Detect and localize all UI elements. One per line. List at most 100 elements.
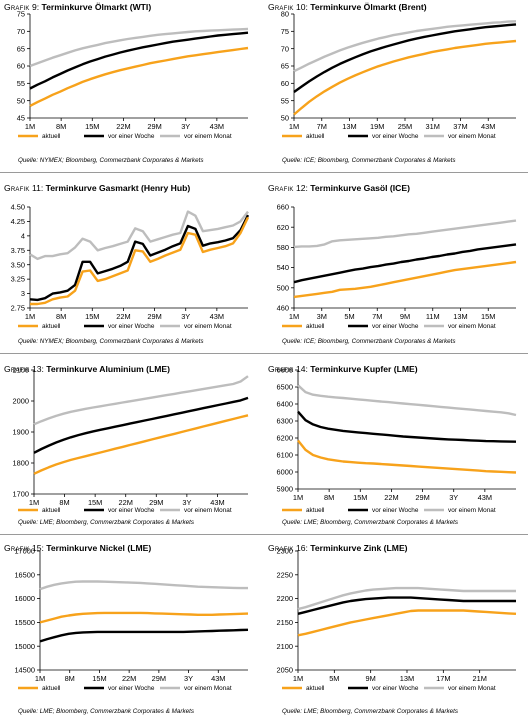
series-line [39, 580, 248, 591]
x-tick-label: 8M [59, 498, 69, 507]
x-tick-label: 43M [211, 674, 225, 683]
chart-source: Quelle: NYMEX; Bloomberg, Commerzbank Co… [18, 157, 204, 164]
y-tick-label: 16000 [14, 594, 35, 603]
series-line [297, 609, 517, 637]
legend-label: vor einer Woche [372, 323, 419, 330]
divider [0, 534, 264, 535]
x-tick-label: 1M [25, 122, 35, 131]
legend-label: vor einer Woche [372, 507, 419, 514]
legend-label: vor einem Monat [448, 323, 496, 330]
y-tick-label: 2150 [277, 618, 293, 627]
title-text: Terminkurve Ölmarkt (WTI) [41, 2, 152, 12]
y-tick-label: 80 [281, 10, 289, 19]
chart-svg: 5900 6000 6100 6200 6300 6400 6500 6600 1M 8M 15M 2… [277, 366, 517, 514]
series-line [293, 243, 517, 284]
y-tick-label: 4 [21, 231, 25, 240]
y-tick-label: 580 [277, 243, 289, 252]
y-tick-label: 4.25 [11, 217, 25, 226]
x-tick-label: 9M [400, 312, 410, 321]
x-tick-label: 3Y [182, 498, 191, 507]
chart-svg: 14500 15000 15500 16000 16500 17000 1M 8M 15M 22M… [14, 547, 249, 692]
title-number: 15: [31, 543, 44, 553]
title-prefix: Grafik [4, 2, 30, 12]
legend-label: vor einem Monat [448, 133, 496, 140]
y-tick-label: 2100 [13, 366, 29, 375]
legend-label: aktuell [306, 133, 324, 140]
legend-label: aktuell [306, 323, 324, 330]
y-tick-label: 2.75 [11, 304, 25, 313]
legend-label: vor einer Woche [108, 685, 155, 692]
series-line [29, 46, 249, 107]
legend-label: aktuell [42, 323, 60, 330]
x-tick-label: 1M [289, 122, 299, 131]
x-tick-label: 29M [147, 312, 161, 321]
title-number: 13: [31, 364, 44, 374]
x-tick-label: 1M [293, 674, 303, 683]
title-number: 14: [295, 364, 308, 374]
chart-panel-zink: Grafik 16: Terminkurve Zink (LME) 2050 21… [264, 541, 528, 721]
chart-title: Grafik 14: Terminkurve Kupfer (LME) [268, 364, 418, 374]
title-text: Terminkurve Kupfer (LME) [310, 364, 418, 374]
x-tick-label: 5M [329, 674, 339, 683]
legend-label: aktuell [42, 133, 60, 140]
legend-label: aktuell [306, 685, 324, 692]
title-prefix: Grafik [4, 183, 30, 193]
title-prefix: Grafik [4, 543, 30, 553]
title-text: Terminkurve Aluminium (LME) [46, 364, 170, 374]
series-line [33, 414, 249, 475]
x-tick-label: 13M [342, 122, 356, 131]
x-tick-label: 29M [152, 674, 166, 683]
x-tick-label: 21M [472, 674, 486, 683]
legend-label: vor einem Monat [448, 685, 496, 692]
x-tick-label: 8M [324, 493, 334, 502]
y-tick-label: 16500 [14, 570, 35, 579]
x-tick-label: 22M [116, 312, 130, 321]
series-line [293, 260, 517, 299]
title-text: Terminkurve Ölmarkt (Brent) [310, 2, 427, 12]
x-tick-label: 17M [436, 674, 450, 683]
chart-panel-gasoil: Grafik 12: Terminkurve Gasöl (ICE) 460 50… [264, 181, 528, 361]
y-tick-label: 3.25 [11, 275, 25, 284]
x-tick-label: 15M [85, 122, 99, 131]
series-line [29, 210, 249, 261]
legend-label: vor einem Monat [184, 133, 232, 140]
x-tick-label: 15M [481, 312, 495, 321]
y-tick-label: 1900 [13, 428, 29, 437]
x-tick-label: 5M [344, 312, 354, 321]
x-tick-label: 29M [149, 498, 163, 507]
y-tick-label: 14500 [14, 666, 35, 675]
y-tick-label: 55 [281, 96, 289, 105]
x-tick-label: 43M [478, 493, 492, 502]
divider [264, 353, 528, 354]
x-tick-label: 22M [384, 493, 398, 502]
chart-source: Quelle: LME; Bloomberg, Commerzbank Corp… [282, 519, 459, 526]
x-tick-label: 43M [210, 312, 224, 321]
legend-label: vor einer Woche [108, 323, 155, 330]
y-tick-label: 45 [17, 114, 25, 123]
x-tick-label: 8M [65, 674, 75, 683]
y-tick-label: 1800 [13, 459, 29, 468]
x-tick-label: 22M [116, 122, 130, 131]
series-line [30, 216, 250, 306]
chart-title: Grafik 12: Terminkurve Gasöl (ICE) [268, 183, 410, 193]
chart-source: Quelle: LME; Bloomberg, Commerzbank Corp… [282, 708, 459, 715]
x-tick-label: 8M [56, 312, 66, 321]
y-tick-label: 4.50 [11, 203, 25, 212]
x-tick-label: 3Y [181, 122, 190, 131]
x-tick-label: 43M [481, 122, 495, 131]
x-tick-label: 1M [25, 312, 35, 321]
x-tick-label: 8M [56, 122, 66, 131]
y-tick-label: 70 [281, 44, 289, 53]
y-tick-label: 50 [17, 96, 25, 105]
series-line [29, 214, 250, 302]
x-tick-label: 7M [372, 312, 382, 321]
y-tick-label: 75 [17, 10, 25, 19]
x-tick-label: 29M [415, 493, 429, 502]
chart-panel-aluminium: Grafik 13: Terminkurve Aluminium (LME) 1… [0, 362, 264, 542]
x-tick-label: 11M [426, 312, 440, 321]
y-tick-label: 660 [277, 203, 289, 212]
y-tick-label: 6400 [277, 400, 293, 409]
divider [0, 172, 264, 173]
x-tick-label: 22M [119, 498, 133, 507]
y-tick-label: 540 [277, 263, 289, 272]
